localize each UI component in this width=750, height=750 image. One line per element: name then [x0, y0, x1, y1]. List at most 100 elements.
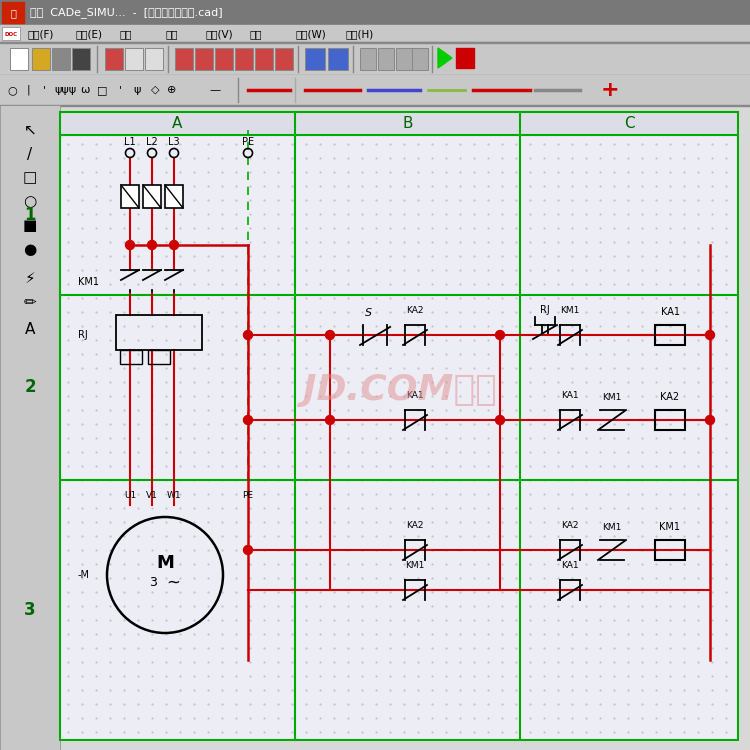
Bar: [60, 112, 738, 135]
Text: —: —: [209, 85, 220, 95]
Text: B: B: [402, 116, 412, 131]
Bar: [32, 48, 50, 70]
Text: -M: -M: [78, 570, 90, 580]
Bar: [378, 48, 394, 70]
Text: 窗口(W): 窗口(W): [295, 29, 326, 39]
Bar: [396, 48, 412, 70]
Bar: [0, 0, 750, 25]
Bar: [0, 43, 750, 75]
Text: ⚡: ⚡: [25, 271, 35, 286]
Bar: [0, 75, 750, 105]
Text: ': ': [118, 85, 122, 95]
Polygon shape: [438, 48, 452, 68]
Bar: [456, 48, 474, 68]
Text: RJ: RJ: [78, 330, 88, 340]
Circle shape: [170, 241, 178, 250]
Text: 绘图: 绘图: [120, 29, 133, 39]
Bar: [148, 350, 170, 364]
Text: KM1: KM1: [78, 277, 99, 287]
Text: KM1: KM1: [560, 306, 580, 315]
Bar: [10, 48, 28, 70]
Text: □: □: [22, 170, 38, 185]
Text: 文件(F): 文件(F): [28, 29, 54, 39]
Text: ↖: ↖: [24, 122, 36, 137]
Text: U1: U1: [124, 491, 136, 500]
Text: KM1: KM1: [602, 393, 622, 402]
Text: M: M: [156, 554, 174, 572]
Circle shape: [326, 416, 334, 424]
Circle shape: [706, 416, 715, 424]
Text: ○: ○: [23, 194, 37, 209]
Circle shape: [326, 331, 334, 340]
Text: DOC: DOC: [4, 32, 17, 37]
Text: ⊕: ⊕: [167, 85, 177, 95]
Bar: [275, 48, 293, 70]
Bar: [2, 2, 24, 23]
Bar: [655, 325, 685, 345]
Text: L3: L3: [168, 137, 180, 147]
Text: L2: L2: [146, 137, 158, 147]
Text: ψψψ: ψψψ: [54, 85, 76, 95]
Text: +: +: [601, 80, 619, 100]
Text: KM1: KM1: [405, 561, 424, 570]
Text: KM1: KM1: [659, 522, 680, 532]
Bar: [0, 105, 750, 750]
Bar: [655, 410, 685, 430]
Circle shape: [706, 331, 715, 340]
Text: ●: ●: [23, 242, 37, 257]
Bar: [125, 48, 143, 70]
Text: ': ': [43, 85, 46, 95]
Bar: [72, 48, 90, 70]
Text: 编辑(E): 编辑(E): [75, 29, 102, 39]
Bar: [165, 185, 183, 208]
Bar: [116, 315, 202, 350]
Bar: [328, 48, 348, 70]
Text: 模拟: 模拟: [165, 29, 178, 39]
Text: KM1: KM1: [602, 523, 622, 532]
Bar: [175, 48, 193, 70]
Text: ○: ○: [8, 85, 16, 95]
Text: V1: V1: [146, 491, 158, 500]
Circle shape: [125, 241, 134, 250]
Circle shape: [148, 241, 157, 250]
Bar: [655, 540, 685, 560]
Text: 2: 2: [24, 379, 36, 397]
Text: KA1: KA1: [561, 561, 579, 570]
Text: ■: ■: [22, 218, 38, 233]
Bar: [360, 48, 376, 70]
Text: KA2: KA2: [561, 521, 579, 530]
Bar: [2, 27, 20, 40]
Bar: [255, 48, 273, 70]
Bar: [121, 185, 139, 208]
Bar: [305, 48, 325, 70]
Bar: [0, 75, 750, 76]
Bar: [60, 112, 738, 740]
Bar: [120, 350, 142, 364]
Text: RJ: RJ: [540, 305, 550, 315]
Text: A: A: [25, 322, 35, 338]
Text: ~: ~: [166, 574, 180, 592]
Text: L1: L1: [124, 137, 136, 147]
Bar: [52, 48, 70, 70]
Text: PE: PE: [242, 491, 254, 500]
Text: C: C: [624, 116, 634, 131]
Text: 帮助(H): 帮助(H): [345, 29, 374, 39]
Circle shape: [244, 416, 253, 424]
Text: KA1: KA1: [561, 391, 579, 400]
Text: □: □: [97, 85, 107, 95]
Bar: [143, 185, 161, 208]
Text: PE: PE: [242, 137, 254, 147]
Text: KA2: KA2: [406, 521, 424, 530]
Bar: [195, 48, 213, 70]
Bar: [60, 112, 738, 740]
Circle shape: [496, 331, 505, 340]
Text: 显示: 显示: [250, 29, 262, 39]
Text: 🔥: 🔥: [10, 8, 16, 18]
Text: KA2: KA2: [661, 392, 680, 402]
Bar: [0, 105, 60, 750]
Text: 3: 3: [24, 601, 36, 619]
Text: /: /: [28, 146, 32, 161]
Text: |: |: [26, 85, 30, 95]
Bar: [105, 48, 123, 70]
Bar: [0, 42, 750, 43]
